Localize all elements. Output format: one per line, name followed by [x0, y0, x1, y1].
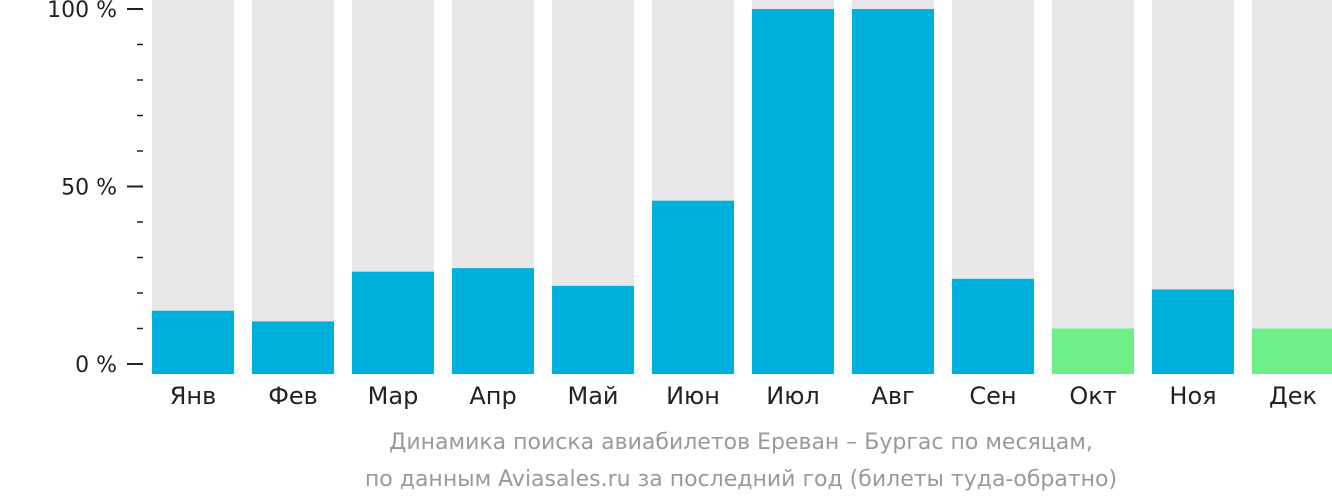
x-tick-label: Июл [766, 382, 820, 410]
y-axis: 0 % 50 % 100 % [47, 0, 143, 378]
y-tick-label: 100 % [47, 0, 117, 23]
bar-track [1052, 0, 1134, 374]
x-tick-label: Фев [268, 382, 318, 410]
x-tick-label: Июн [666, 382, 720, 410]
y-tick-label: 0 % [75, 353, 117, 378]
x-tick-label: Апр [469, 382, 516, 410]
y-tick-label: 50 % [61, 176, 117, 201]
x-tick-label: Дек [1269, 382, 1317, 410]
bar-chart: 0 % 50 % 100 % Янв Фев Мар Апр Май Июн Июл Авг Сен… [47, 0, 1332, 410]
bar-2 [252, 321, 334, 374]
bar-1 [152, 310, 234, 374]
bar-3 [352, 271, 434, 374]
bar-track [252, 0, 334, 374]
x-tick-label: Мар [368, 382, 419, 410]
x-tick-label: Авг [871, 382, 914, 410]
bar-8 [852, 9, 934, 374]
bar-12 [1252, 328, 1332, 374]
bar-5 [552, 285, 634, 374]
bar-7 [752, 9, 834, 374]
bar-4 [452, 268, 534, 374]
x-tick-label: Май [567, 382, 618, 410]
bar-6 [652, 200, 734, 374]
bars [152, 0, 1332, 374]
bar-11 [1152, 289, 1234, 374]
x-tick-label: Ноя [1169, 382, 1216, 410]
bar-9 [952, 278, 1034, 374]
x-axis-labels: Янв Фев Мар Апр Май Июн Июл Авг Сен Окт Ноя Дек [170, 382, 1317, 410]
x-tick-label: Янв [170, 382, 217, 410]
x-tick-label: Окт [1069, 382, 1116, 410]
bar-track [1252, 0, 1332, 374]
x-tick-label: Сен [969, 382, 1016, 410]
chart-caption-line-2: по данным Aviasales.ru за последний год … [364, 467, 1118, 492]
chart-caption-line-1: Динамика поиска авиабилетов Ереван – Бур… [389, 430, 1093, 455]
bar-10 [1052, 328, 1134, 374]
